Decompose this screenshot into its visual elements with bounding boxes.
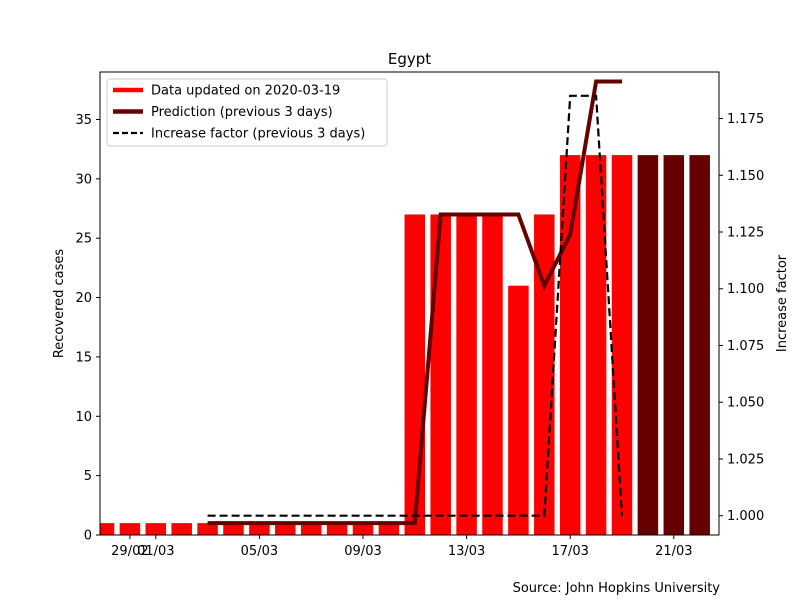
- bar-data: [145, 523, 167, 535]
- y-tick-label-left: 30: [75, 172, 92, 187]
- bar-data: [352, 523, 374, 535]
- bar-data: [223, 523, 244, 535]
- bar-data: [249, 523, 270, 535]
- y-tick-label-left: 25: [75, 232, 92, 247]
- x-tick-label: 29/02: [111, 544, 148, 559]
- x-tick-label: 17/03: [551, 544, 588, 559]
- bar-data: [119, 523, 141, 535]
- legend-label-prediction: Prediction (previous 3 days): [151, 105, 333, 120]
- bar-data: [508, 285, 529, 535]
- y-tick-label-left: 10: [75, 410, 92, 425]
- y-tick-label-right: 1.050: [727, 396, 764, 411]
- y-tick-label-right: 1.125: [727, 226, 764, 241]
- bar-prediction: [689, 155, 710, 535]
- bar-data: [275, 523, 296, 535]
- y-tick-label-right: 1.025: [727, 452, 764, 467]
- x-tick-label: 05/03: [241, 544, 278, 559]
- x-tick-label: 13/03: [448, 544, 485, 559]
- y-tick-label-left: 0: [84, 529, 92, 544]
- bar-data: [378, 523, 400, 535]
- y-tick-label-left: 5: [84, 469, 92, 484]
- y-axis-label-right: Increase factor: [775, 254, 790, 352]
- bar-data: [559, 155, 581, 535]
- bar-data: [482, 214, 503, 535]
- y-tick-label-right: 1.075: [727, 339, 764, 354]
- bar-data: [534, 214, 555, 535]
- bar-data: [404, 214, 426, 535]
- bar-data: [585, 155, 607, 535]
- bar-data: [300, 523, 322, 535]
- bar-data: [100, 523, 115, 535]
- y-tick-label-left: 20: [75, 291, 92, 306]
- bar-data: [326, 523, 348, 535]
- source-caption: Source: John Hopkins University: [513, 581, 721, 596]
- bar-data: [611, 155, 633, 535]
- y-tick-label-left: 35: [75, 113, 92, 128]
- x-tick-label: 21/03: [655, 544, 692, 559]
- x-tick-label: 09/03: [344, 544, 381, 559]
- legend-label-data: Data updated on 2020-03-19: [151, 84, 340, 99]
- y-tick-label-right: 1.100: [727, 282, 764, 297]
- y-axis-left: 0 5 10 15 20 25 30 35: [75, 113, 100, 544]
- y-axis-label-left: Recovered cases: [52, 249, 67, 359]
- chart-title: Egypt: [388, 50, 431, 68]
- bars-layer: [100, 155, 710, 535]
- bar-data: [197, 523, 218, 535]
- legend-label-increase-factor: Increase factor (previous 3 days): [151, 127, 365, 142]
- plot-frame: [99, 71, 720, 536]
- bar-prediction: [637, 155, 659, 535]
- lines-layer: [207, 79, 624, 526]
- increase-factor-line: [207, 94, 624, 517]
- prediction-line: [207, 79, 622, 526]
- bar-prediction: [663, 155, 685, 535]
- bar-data: [456, 214, 477, 535]
- x-tick-label: 01/03: [137, 544, 174, 559]
- y-tick-label-right: 1.000: [727, 509, 764, 524]
- bar-data: [430, 214, 451, 535]
- y-tick-label-left: 15: [75, 350, 92, 365]
- legend-box: [106, 78, 388, 147]
- y-axis-right: 1.000 1.025 1.050 1.075 1.100 1.125 1.150 1.175: [719, 112, 764, 524]
- legend: Data updated on 2020-03-19 Prediction (p…: [106, 78, 388, 147]
- y-tick-label-right: 1.175: [727, 112, 764, 127]
- bar-data: [171, 523, 192, 535]
- y-tick-label-right: 1.150: [727, 169, 764, 184]
